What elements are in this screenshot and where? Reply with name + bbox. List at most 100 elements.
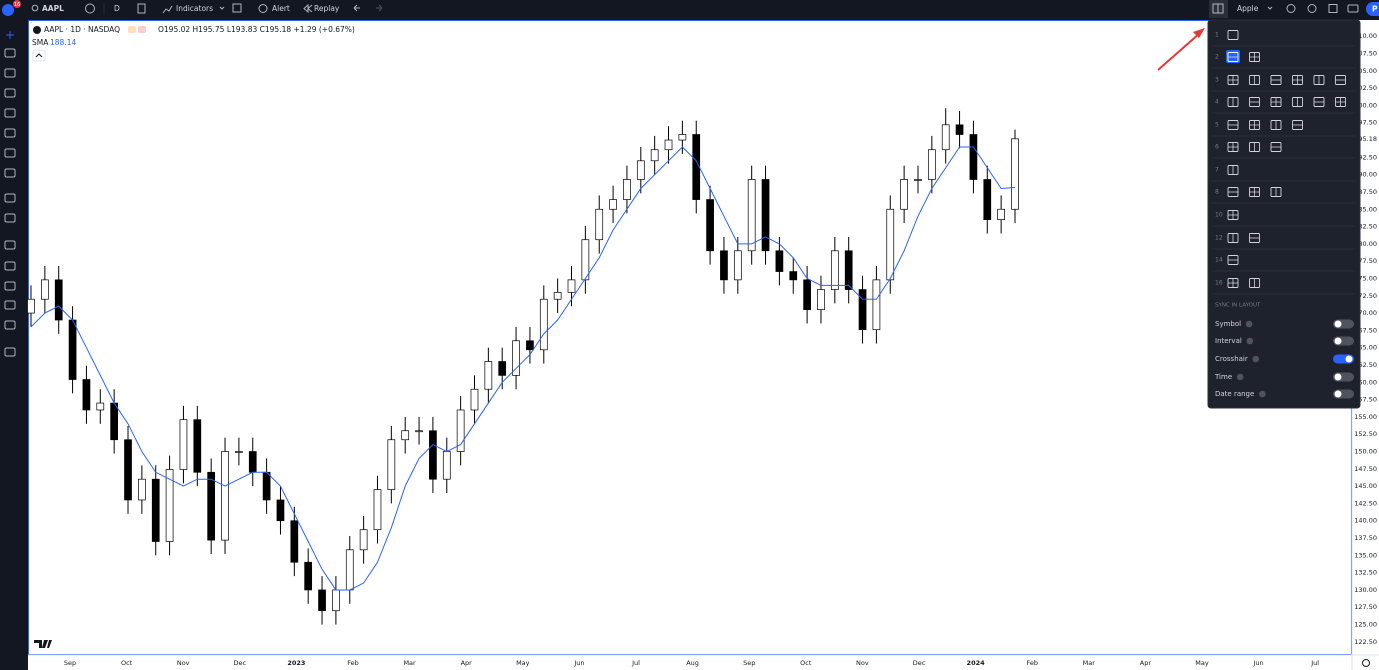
change: +1.29 (+0.67%) (294, 25, 355, 34)
tool-icon[interactable] (4, 261, 16, 271)
symbol-search[interactable]: AAPL (42, 4, 64, 13)
candle-body (193, 419, 202, 473)
y-tick-label: 147.50 (1354, 465, 1377, 473)
tool-icon[interactable] (4, 281, 16, 291)
layout-name[interactable]: Apple (1237, 4, 1259, 13)
y-tick-label: 137.50 (1354, 534, 1377, 542)
templates-button[interactable] (232, 3, 242, 13)
alert-button[interactable]: Alert (272, 4, 290, 13)
plot: 122.50 125.00 127.50 130.00 132.50 135.00 137.… (27, 32, 1379, 667)
screenshot[interactable] (1347, 4, 1359, 13)
candle-body (179, 419, 188, 470)
layout-count: 6 (1215, 144, 1219, 151)
publish-button[interactable] (1366, 2, 1379, 16)
candle-body (429, 430, 437, 480)
tool-icon[interactable] (4, 300, 16, 310)
candle-body (110, 402, 119, 441)
layout-divider (1271, 97, 1281, 107)
candle-body (914, 179, 922, 181)
tool-icon[interactable] (6, 31, 14, 39)
undo-button[interactable] (353, 4, 360, 12)
candle-body (983, 179, 992, 220)
layout-count: 12 (1215, 235, 1223, 242)
candle-body (595, 208, 604, 241)
y-tick-label: 180.00 (1354, 240, 1377, 248)
candle-body (955, 124, 964, 135)
settings[interactable] (1307, 4, 1317, 13)
x-tick-label: May (1195, 659, 1209, 667)
tool-icon[interactable] (4, 240, 16, 250)
symbol-logo (33, 26, 41, 34)
axis-settings[interactable] (1362, 659, 1370, 667)
collapse-button[interactable] (32, 49, 46, 62)
layout-count: 14 (1215, 257, 1223, 264)
x-tick-label: 2023 (287, 659, 305, 667)
candle-body (415, 430, 423, 433)
y-tick-label: 127.50 (1354, 603, 1377, 611)
y-tick-label: 135.00 (1354, 551, 1377, 559)
high: H195.75 (193, 25, 225, 34)
last-price-label: 195.18 (1354, 135, 1377, 143)
x-tick-label: Dec (234, 659, 247, 667)
quick-search[interactable] (1286, 4, 1296, 13)
candle-body (290, 520, 299, 563)
tool-icon[interactable] (4, 168, 16, 178)
tool-icon[interactable] (4, 320, 16, 330)
candle-body (761, 179, 770, 252)
tool-icon[interactable] (4, 48, 16, 58)
info-icon (1259, 390, 1266, 398)
x-tick-label: Jun (1253, 659, 1264, 667)
y-tick-label: 130.00 (1354, 586, 1377, 594)
candle-body (124, 439, 132, 501)
y-tick-label: 160.00 (1354, 378, 1377, 386)
tool-icon[interactable] (4, 193, 16, 203)
y-tick-label: 182.50 (1354, 223, 1377, 231)
tool-icon[interactable] (4, 213, 16, 223)
tool-icon[interactable] (4, 68, 16, 78)
x-tick-label: Feb (1026, 659, 1038, 667)
low: L193.83 (227, 25, 258, 34)
tool-icon[interactable] (4, 88, 16, 98)
candle-body (844, 250, 853, 290)
ohlc: O195.02 H195.75 L193.83 C195.18 +1.29 (+… (158, 25, 355, 34)
candle-body (138, 478, 146, 501)
candle-body (401, 430, 410, 441)
candle-body (373, 489, 382, 531)
candle-body (969, 134, 978, 180)
replay-button[interactable]: Replay (314, 4, 340, 13)
x-tick-label: Nov (856, 659, 869, 667)
y-tick-label: 145.00 (1354, 482, 1377, 490)
tool-icon[interactable] (4, 347, 16, 357)
publish-label: P (1372, 5, 1378, 14)
candle-body (54, 279, 63, 321)
candle-body (567, 279, 576, 293)
candle-body (96, 402, 105, 411)
layout-divider (1249, 187, 1260, 197)
candle-body (68, 319, 77, 380)
tool-icon[interactable] (4, 148, 16, 158)
interval-button[interactable]: D (114, 4, 120, 13)
candle-body (900, 179, 908, 210)
sync-label: Date range (1215, 390, 1254, 398)
candle-body (997, 208, 1005, 220)
compare-button[interactable] (85, 3, 95, 14)
candle-body (789, 271, 798, 281)
candle-body (470, 388, 479, 411)
y-tick-label: 197.50 (1354, 119, 1377, 127)
layout-option[interactable] (1227, 30, 1239, 40)
sync-label: Interval (1215, 337, 1242, 345)
chart-type-button[interactable] (137, 3, 146, 14)
redo-button[interactable] (376, 4, 383, 12)
tool-icon[interactable] (4, 108, 16, 118)
user-menu[interactable] (2, 4, 14, 16)
y-tick-label: 185.00 (1354, 205, 1377, 213)
fullscreen[interactable] (1328, 4, 1338, 13)
tool-icon[interactable] (4, 128, 16, 138)
indicators-button[interactable]: Indicators (176, 4, 213, 13)
candle-body (858, 289, 867, 331)
candle-body (345, 549, 354, 591)
y-tick-label: 132.50 (1354, 569, 1377, 577)
y-tick-label: 125.00 (1354, 621, 1377, 629)
candle-body (276, 499, 285, 522)
y-tick-label: 207.50 (1354, 50, 1377, 58)
